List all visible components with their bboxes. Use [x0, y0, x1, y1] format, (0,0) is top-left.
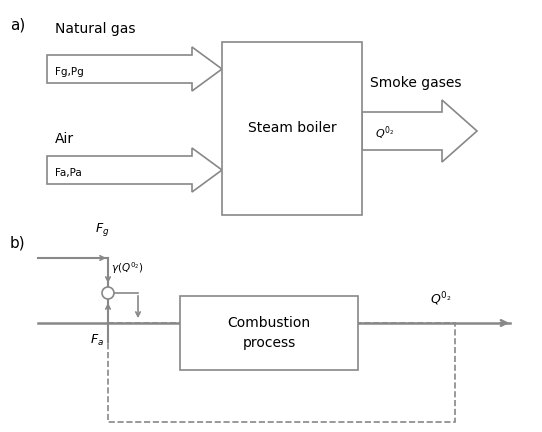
Text: $F_a$: $F_a$	[90, 333, 104, 348]
Text: $F_g$: $F_g$	[95, 221, 109, 238]
Text: b): b)	[10, 235, 25, 250]
Polygon shape	[362, 100, 477, 162]
Text: $Q^{0_2}$: $Q^{0_2}$	[375, 124, 395, 142]
Text: Fg,Pg: Fg,Pg	[55, 67, 84, 77]
Bar	[180, 296, 358, 370]
Text: Fa,Pa: Fa,Pa	[55, 168, 82, 178]
Text: Natural gas: Natural gas	[55, 22, 136, 36]
Polygon shape	[47, 47, 222, 91]
Bar	[222, 42, 362, 215]
Text: $Q^{0_2}$: $Q^{0_2}$	[430, 290, 451, 308]
Text: a): a)	[10, 18, 25, 33]
Text: Combustion
process: Combustion process	[228, 316, 311, 350]
Text: $\gamma(Q^{0_2})$: $\gamma(Q^{0_2})$	[111, 260, 144, 276]
Polygon shape	[47, 148, 222, 192]
Text: Air: Air	[55, 132, 74, 146]
Bar	[108, 323, 455, 422]
Text: Steam boiler: Steam boiler	[248, 121, 337, 136]
Text: Smoke gases: Smoke gases	[370, 76, 461, 90]
Circle shape	[102, 287, 114, 299]
